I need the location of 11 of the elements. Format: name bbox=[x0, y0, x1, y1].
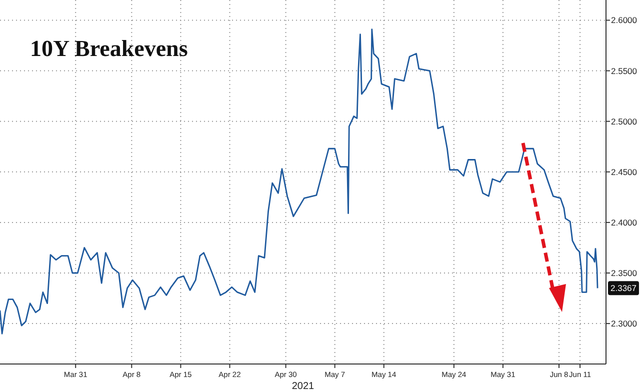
line-series bbox=[0, 28, 598, 334]
y-tick-label: 2.5000 bbox=[611, 116, 638, 126]
y-tick-label: 2.3500 bbox=[611, 268, 638, 278]
text: 10Y Breakevens bbox=[30, 36, 188, 61]
y-tick-label: 2.4000 bbox=[611, 217, 638, 228]
text: 2.3367 bbox=[610, 283, 637, 294]
x-axis-title: 2021 bbox=[292, 381, 315, 392]
y-tick-label: 2.6000 bbox=[611, 15, 638, 26]
y-tick-label: 2.3000 bbox=[611, 318, 638, 329]
y-tick-label: 2.5500 bbox=[611, 66, 638, 76]
y-tick-label: 2.4500 bbox=[611, 166, 638, 177]
